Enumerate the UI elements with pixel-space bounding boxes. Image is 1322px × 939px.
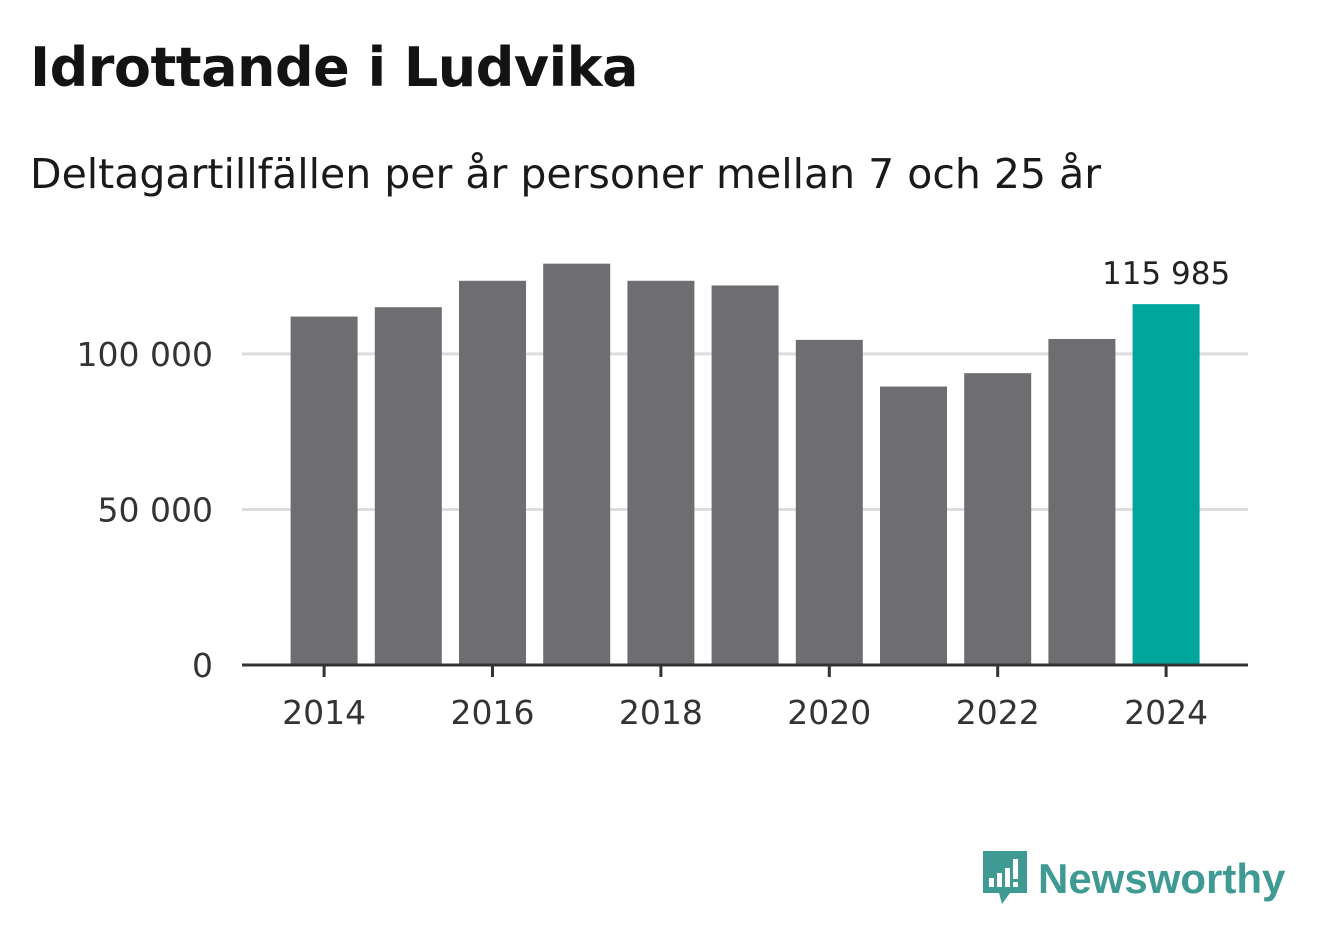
x-tick-label: 2018	[619, 693, 703, 732]
bar-2024	[1132, 304, 1200, 665]
x-tick-label: 2020	[787, 693, 871, 732]
bar-2020	[795, 339, 863, 665]
data-label: 115 985	[1102, 256, 1230, 292]
x-tick-label: 2022	[956, 693, 1040, 732]
x-tick-label: 2024	[1124, 693, 1208, 732]
y-tick-label: 0	[192, 646, 213, 685]
brand-name: Newsworthy	[1038, 855, 1286, 902]
bar-2016	[459, 280, 526, 665]
y-tick-label: 100 000	[77, 335, 213, 374]
bar-2023	[1048, 338, 1116, 665]
x-tick-label: 2014	[282, 693, 366, 732]
bar-2018	[627, 280, 695, 665]
brand: Newsworthy	[980, 848, 1285, 910]
bar-2019	[711, 285, 779, 665]
bar-2021	[880, 386, 947, 665]
bar-2022	[964, 373, 1032, 665]
chart-subtitle: Deltagartillfällen per år personer mella…	[30, 150, 1102, 198]
bar-2014	[290, 316, 358, 665]
bar-2015	[374, 307, 442, 665]
bar-2017	[543, 263, 611, 665]
newsworthy-logo-icon	[983, 851, 1027, 904]
chart-title: Idrottande i Ludvika	[30, 36, 638, 99]
y-tick-label: 50 000	[98, 490, 213, 529]
x-tick-label: 2016	[451, 693, 535, 732]
